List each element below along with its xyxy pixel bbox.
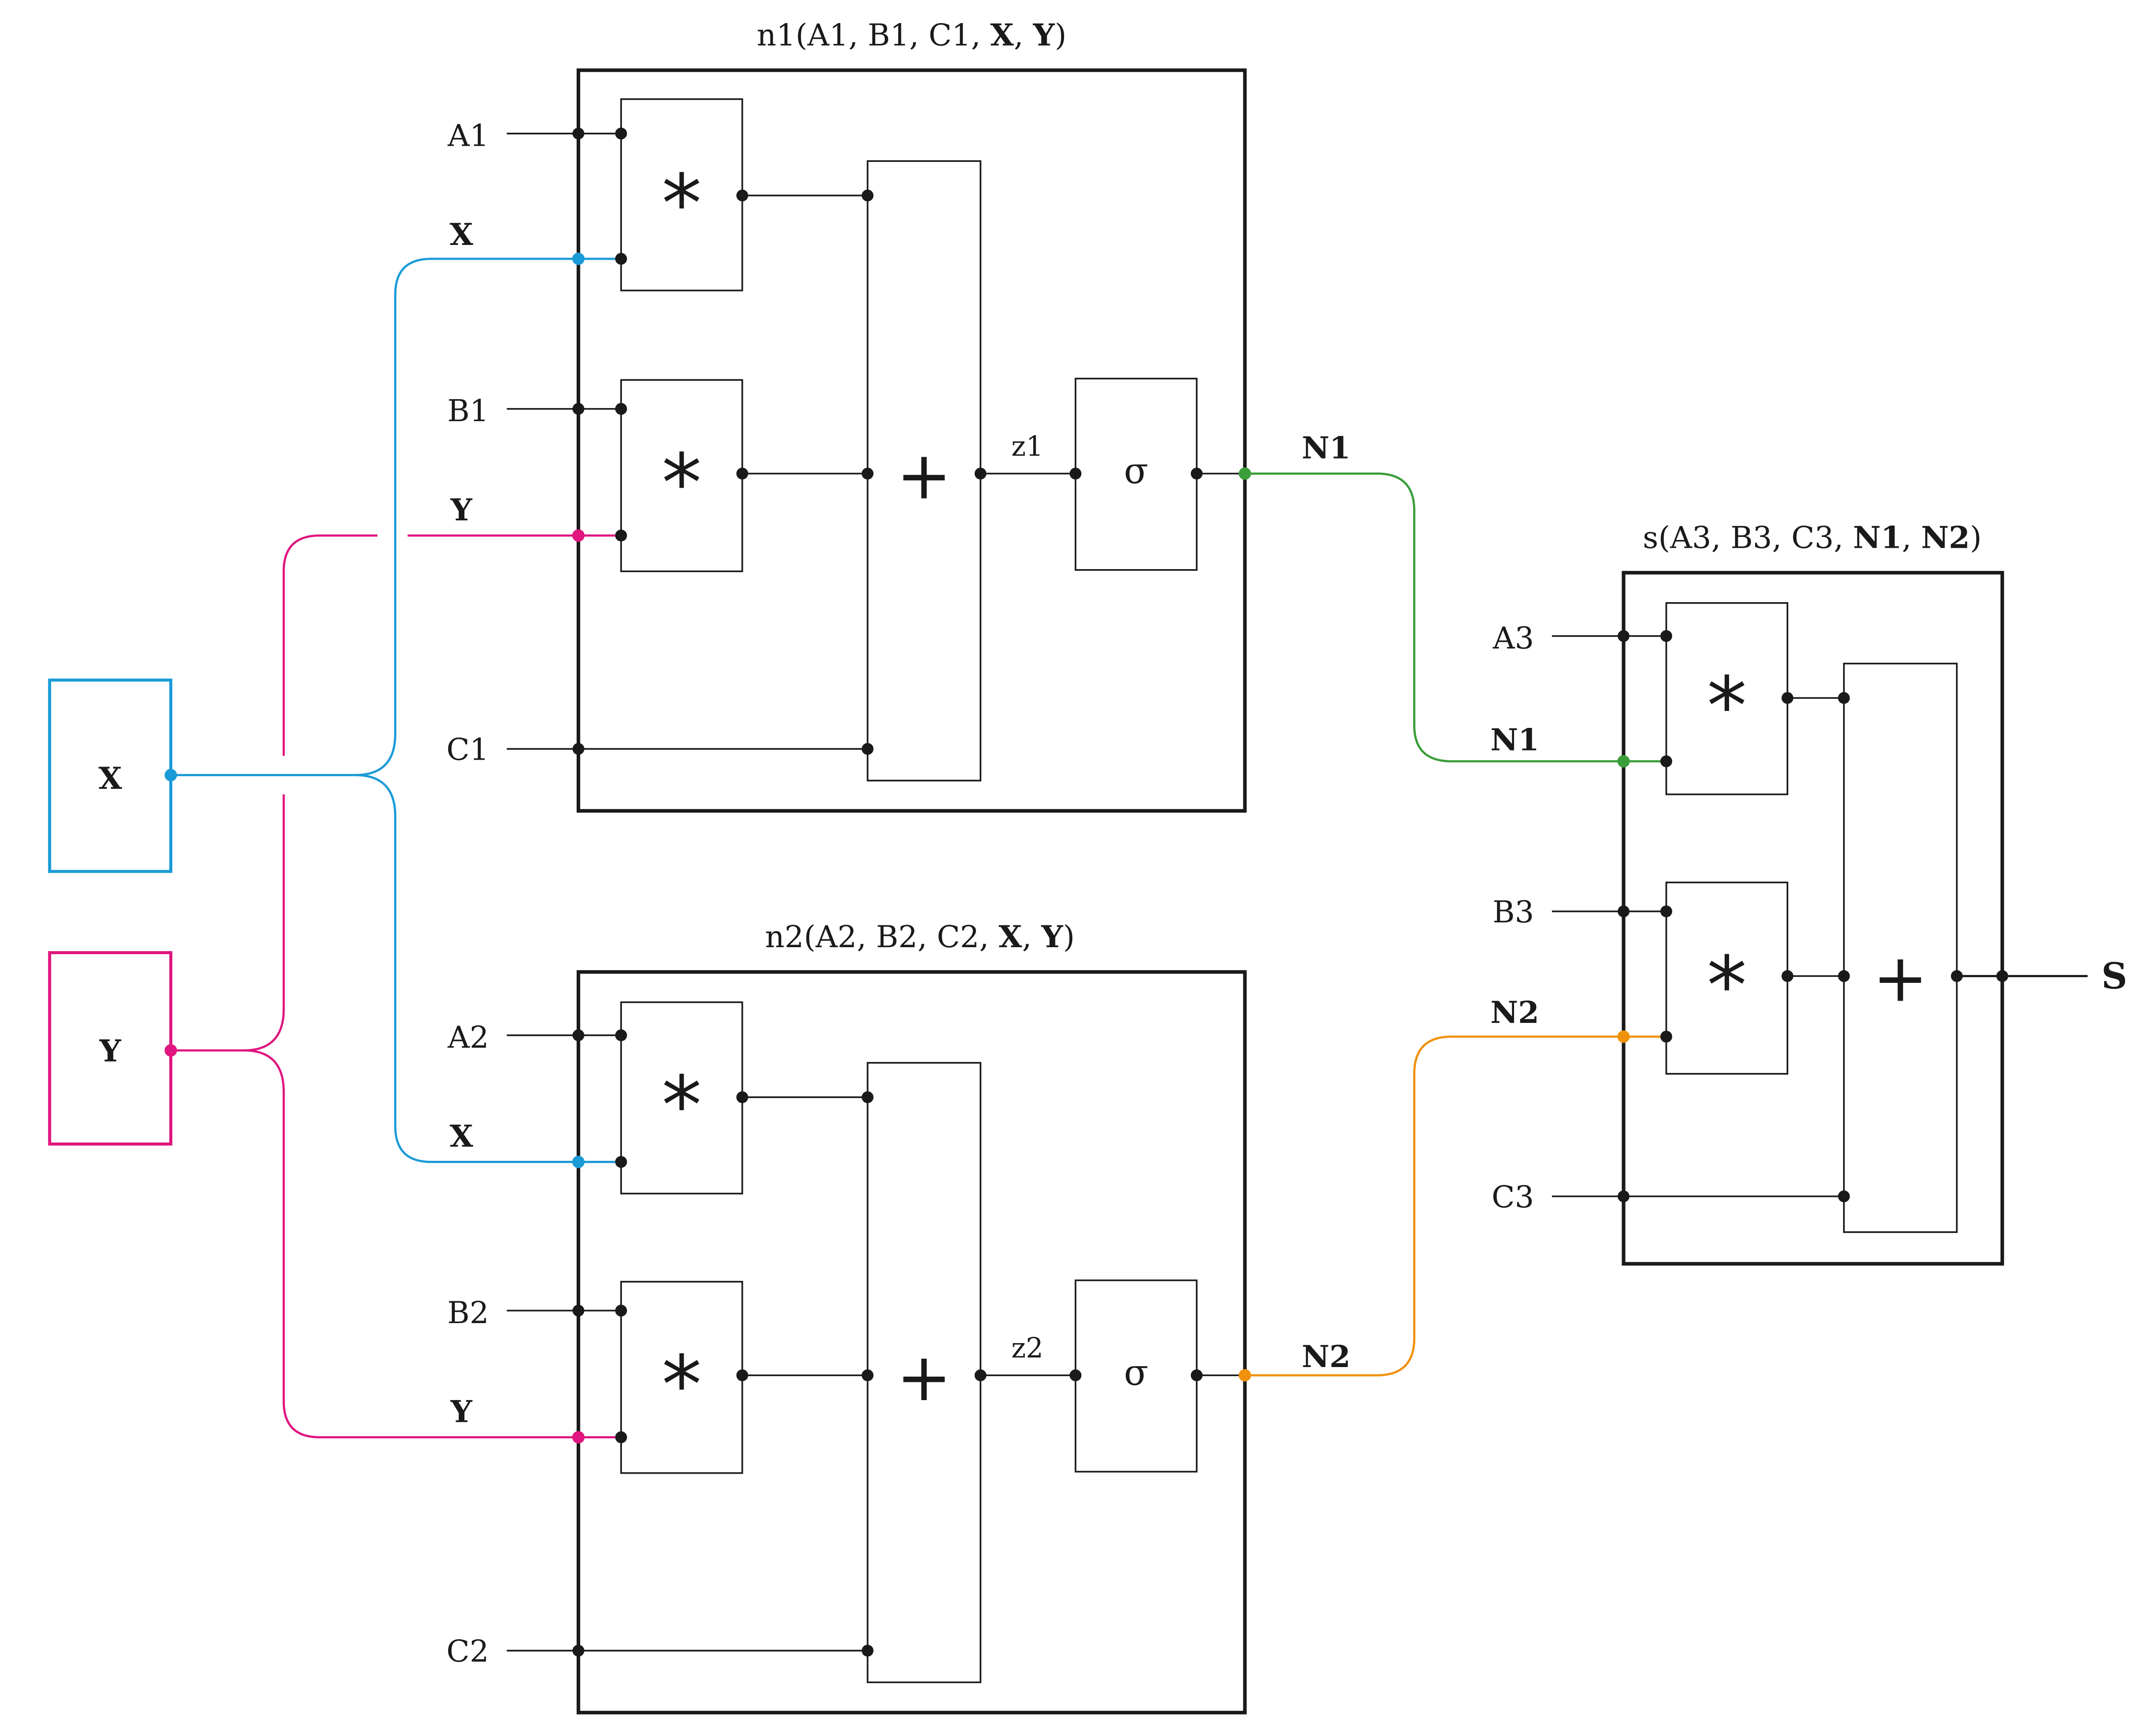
x-to-n2-wire <box>355 774 579 1163</box>
n2-output-label: N2 <box>1302 1339 1350 1374</box>
n2-sum-icon: + <box>897 1339 952 1416</box>
x-output-dot <box>165 769 177 781</box>
sum-block-frame <box>1622 571 2004 1266</box>
n1-c-label: C1 <box>447 732 489 767</box>
s-sum-box <box>1843 663 1958 1233</box>
neuron-2-title: n2(A2, B2, C2, X, Y) <box>765 919 1075 955</box>
s-output-label: S <box>2102 955 2127 997</box>
s-b-label: B3 <box>1493 895 1534 930</box>
n1-y-label: Y <box>450 493 473 528</box>
n1-sigma-icon: σ <box>1124 451 1148 492</box>
sum-block: s(A3, B3, C3, N1, N2) A3 N1 B3 N2 C3 * *… <box>1491 520 2127 1266</box>
y-wires <box>171 534 579 1438</box>
n2-multiply-top-icon: * <box>662 1059 702 1152</box>
s-n1-label: N1 <box>1491 722 1539 757</box>
n2-wire <box>1245 1036 1624 1377</box>
y-to-n2-wire <box>244 1049 579 1438</box>
s-sum-icon: + <box>1873 939 1928 1016</box>
neuron-1-title: n1(A1, B1, C1, X, Y) <box>757 17 1067 53</box>
neuron-2-frame <box>576 970 1247 1715</box>
s-n2-label: N2 <box>1491 995 1539 1030</box>
x-input-label: X <box>98 761 122 796</box>
s-multiply-top-icon: * <box>1707 660 1747 753</box>
x-wires <box>171 258 579 1163</box>
n2-a-label: A2 <box>447 1020 489 1055</box>
x-to-n1-wire <box>355 258 579 776</box>
n1-x-label: X <box>450 217 473 252</box>
y-input-label: Y <box>99 1034 121 1069</box>
n1-wire <box>1245 472 1624 763</box>
y-up-upper-wire <box>282 534 378 756</box>
y-output-dot <box>165 1044 177 1057</box>
s-a-label: A3 <box>1492 620 1534 656</box>
y-up-lower-wire <box>244 794 285 1052</box>
neuron-1-frame <box>576 68 1247 813</box>
sum-block-title: s(A3, B3, C3, N1, N2) <box>1643 520 1982 555</box>
n2-b-label: B2 <box>447 1295 489 1330</box>
s-c-label: C3 <box>1491 1180 1534 1215</box>
n2-sigma-icon: σ <box>1124 1352 1148 1394</box>
n1-sum-icon: + <box>897 437 952 514</box>
neuron-2-block: n2(A2, B2, C2, X, Y) A2 X B2 Y C2 * * + … <box>447 919 1350 1715</box>
n2-c-label: C2 <box>447 1634 489 1669</box>
n2-y-label: Y <box>450 1394 473 1430</box>
n1-z-label: z1 <box>1011 430 1044 462</box>
n1-output-label: N1 <box>1302 431 1350 466</box>
n2-x-label: X <box>450 1119 473 1154</box>
n1-b-label: B1 <box>447 393 489 429</box>
s-multiply-bottom-icon: * <box>1707 940 1747 1032</box>
n1-multiply-bottom-icon: * <box>662 437 702 530</box>
n1-multiply-top-icon: * <box>662 158 702 251</box>
neuron-1-block: n1(A1, B1, C1, X, Y) A1 X B1 Y C1 * * + … <box>447 17 1350 813</box>
n2-multiply-bottom-icon: * <box>662 1339 702 1431</box>
n1-a-label: A1 <box>447 118 489 153</box>
n2-z-label: z2 <box>1011 1332 1044 1364</box>
